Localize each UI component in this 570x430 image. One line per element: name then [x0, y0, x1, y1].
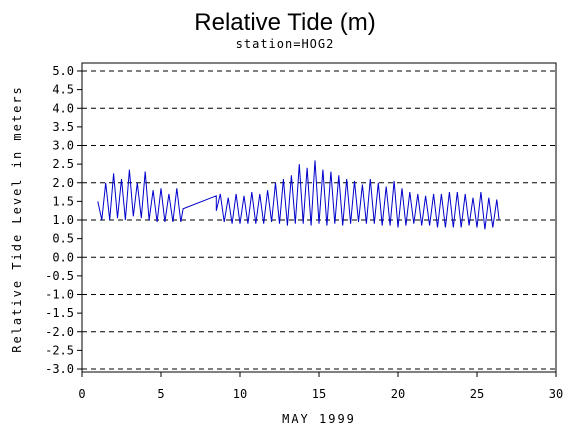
y-tick-label: 3.5 — [52, 120, 74, 134]
y-tick-label: -0.5 — [45, 269, 74, 283]
y-axis: 5.0 4.5 4.0 3.5 3.0 2.5 2.0 1.5 1.0 0.5 0.0 -0.5 -1.… — [45, 64, 82, 376]
y-tick-label: -1.5 — [45, 306, 74, 320]
y-tick-label: -2.5 — [45, 343, 74, 357]
y-tick-label: 4.0 — [52, 101, 74, 115]
y-tick-label: 1.5 — [52, 194, 74, 208]
x-tick-label: 30 — [549, 387, 563, 401]
x-tick-label: 0 — [78, 387, 85, 401]
y-tick-label: -1.0 — [45, 288, 74, 302]
y-axis-label: Relative Tide Level in meters — [10, 85, 24, 353]
y-tick-label: 3.0 — [52, 139, 74, 153]
x-tick-label: 10 — [233, 387, 247, 401]
y-tick-label: 2.5 — [52, 157, 74, 171]
y-tick-label: 2.0 — [52, 176, 74, 190]
x-axis: 0 5 10 15 20 25 30 — [78, 372, 563, 401]
x-axis-label: MAY 1999 — [282, 412, 356, 426]
y-tick-label: -2.0 — [45, 325, 74, 339]
y-tick-label: 1.0 — [52, 213, 74, 227]
x-tick-label: 20 — [391, 387, 405, 401]
x-tick-label: 25 — [470, 387, 484, 401]
x-tick-label: 15 — [312, 387, 326, 401]
y-tick-label: 0.0 — [52, 250, 74, 264]
chart-title: Relative Tide (m) — [194, 9, 375, 36]
chart-subtitle: station=HOG2 — [236, 37, 335, 51]
series-group — [97, 160, 500, 230]
y-tick-label: -3.0 — [45, 362, 74, 376]
y-tick-label: 4.5 — [52, 83, 74, 97]
x-tick-label: 5 — [157, 387, 164, 401]
y-tick-label: 5.0 — [52, 64, 74, 78]
y-tick-label: 0.5 — [52, 232, 74, 246]
series-line — [97, 160, 500, 230]
